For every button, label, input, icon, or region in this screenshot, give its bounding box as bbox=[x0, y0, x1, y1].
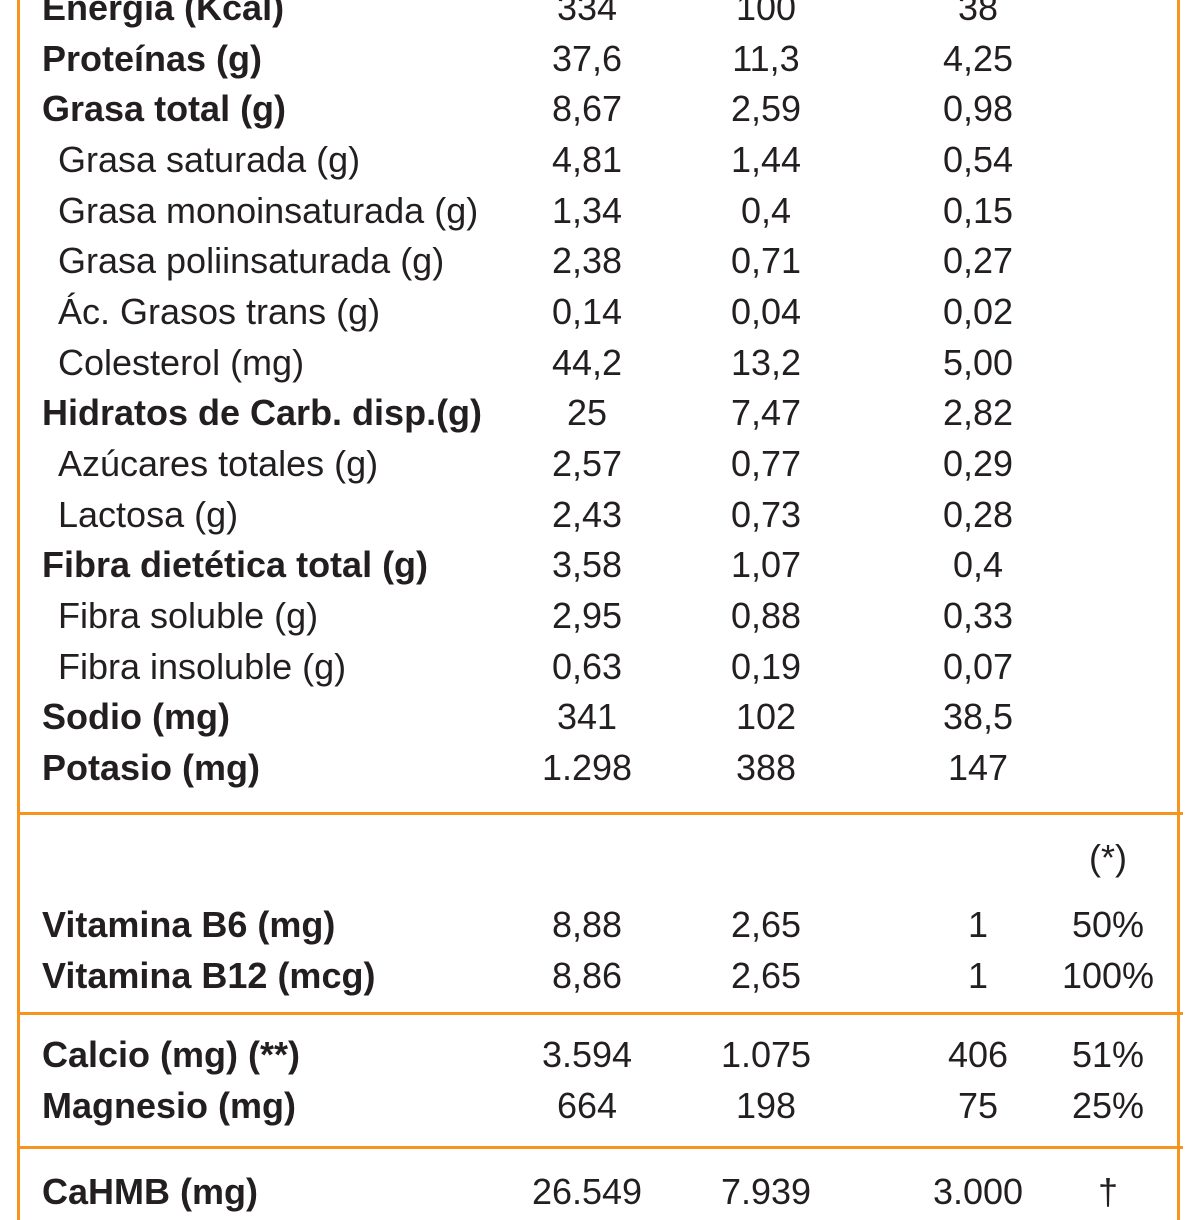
cell-value: 1.075 bbox=[720, 1034, 812, 1075]
cell-value: 13,2 bbox=[730, 341, 802, 383]
cell-value: 2,95 bbox=[551, 595, 623, 637]
cell-value: 2,65 bbox=[730, 954, 802, 996]
cell-value: 7.939 bbox=[720, 1171, 812, 1212]
cell-value: 7,47 bbox=[730, 392, 802, 434]
row-label: Hidratos de Carb. disp.(g) bbox=[42, 392, 483, 434]
cell-value: 0,15 bbox=[942, 189, 1014, 231]
cell-value: 0,73 bbox=[730, 493, 802, 535]
cell-value: 102 bbox=[735, 696, 797, 738]
cell-value: 388 bbox=[735, 747, 797, 789]
cell-value: 0,14 bbox=[551, 291, 623, 333]
cell-value: 3,58 bbox=[551, 544, 623, 586]
row-label: CaHMB (mg) bbox=[42, 1171, 258, 1212]
cell-value: 50% bbox=[1071, 904, 1145, 945]
cell-value: 1 bbox=[967, 954, 989, 996]
row-label: Potasio (mg) bbox=[42, 747, 261, 789]
cell-value: 38 bbox=[957, 0, 999, 28]
cell-value: 0,4 bbox=[740, 189, 792, 231]
row-label: Lactosa (g) bbox=[58, 493, 239, 535]
cell-value: 1.298 bbox=[541, 747, 633, 789]
table-frame bbox=[17, 0, 1180, 1220]
cell-value: 0,19 bbox=[730, 645, 802, 687]
cell-value: 0,98 bbox=[942, 88, 1014, 130]
row-label: Grasa poliinsaturada (g) bbox=[58, 240, 445, 282]
cell-value: 341 bbox=[556, 696, 618, 738]
cell-value: 0,4 bbox=[952, 544, 1004, 586]
cell-value: 25% bbox=[1071, 1084, 1145, 1126]
cell-value: 25 bbox=[566, 392, 608, 434]
cell-value: 100% bbox=[1061, 954, 1155, 996]
row-label: Grasa saturada (g) bbox=[58, 139, 361, 180]
cell-value: 4,81 bbox=[551, 139, 623, 180]
cell-value: 0,04 bbox=[730, 291, 802, 333]
divider bbox=[17, 812, 1183, 815]
column-note: (*) bbox=[1089, 837, 1127, 878]
cell-value: 2,38 bbox=[551, 240, 623, 282]
row-label: Sodio (mg) bbox=[42, 696, 230, 738]
cell-value: 37,6 bbox=[551, 37, 623, 79]
cell-value: 2,43 bbox=[551, 493, 623, 535]
row-label: Azúcares totales (g) bbox=[58, 443, 379, 485]
cell-value: 1,44 bbox=[730, 139, 802, 180]
cell-value: 664 bbox=[556, 1084, 618, 1126]
cell-value: 0,54 bbox=[942, 139, 1014, 180]
cell-value: 2,82 bbox=[942, 392, 1014, 434]
divider bbox=[17, 1146, 1183, 1149]
cell-value: 1,34 bbox=[551, 189, 623, 231]
cell-value: 0,02 bbox=[942, 291, 1014, 333]
cell-value: 75 bbox=[957, 1084, 999, 1126]
cell-value: 0,71 bbox=[730, 240, 802, 282]
cell-value: 8,88 bbox=[551, 904, 623, 945]
cell-value: 0,77 bbox=[730, 443, 802, 485]
cell-value: 0,07 bbox=[942, 645, 1014, 687]
cell-value: 2,57 bbox=[551, 443, 623, 485]
cell-value: 0,88 bbox=[730, 595, 802, 637]
row-label: Fibra insoluble (g) bbox=[58, 645, 347, 687]
cell-value: 100 bbox=[735, 0, 797, 28]
row-label: Magnesio (mg) bbox=[42, 1084, 297, 1126]
cell-value: 51% bbox=[1071, 1034, 1145, 1075]
row-label: Ác. Grasos trans (g) bbox=[58, 291, 381, 333]
cell-value: 5,00 bbox=[942, 341, 1014, 383]
cell-value: 334 bbox=[556, 0, 618, 28]
cell-value: 0,27 bbox=[942, 240, 1014, 282]
cell-value: 0,33 bbox=[942, 595, 1014, 637]
cell-value: 4,25 bbox=[942, 37, 1014, 79]
cell-value: † bbox=[1097, 1171, 1119, 1212]
cell-value: 0,63 bbox=[551, 645, 623, 687]
cell-value: 38,5 bbox=[942, 696, 1014, 738]
row-label: Proteínas (g) bbox=[42, 37, 263, 79]
row-label: Fibra dietética total (g) bbox=[42, 544, 429, 586]
cell-value: 2,65 bbox=[730, 904, 802, 945]
row-label: Vitamina B6 (mg) bbox=[42, 904, 336, 945]
row-label: Fibra soluble (g) bbox=[58, 595, 319, 637]
cell-value: 198 bbox=[735, 1084, 797, 1126]
row-label: Energía (Kcal) bbox=[42, 0, 285, 28]
row-label: Grasa total (g) bbox=[42, 88, 287, 130]
cell-value: 3.594 bbox=[541, 1034, 633, 1075]
cell-value: 11,3 bbox=[732, 37, 800, 79]
cell-value: 1 bbox=[967, 904, 989, 945]
cell-value: 8,86 bbox=[551, 954, 623, 996]
cell-value: 0,28 bbox=[942, 493, 1014, 535]
row-label: Vitamina B12 (mcg) bbox=[42, 954, 376, 996]
cell-value: 406 bbox=[947, 1034, 1009, 1075]
cell-value: 8,67 bbox=[551, 88, 623, 130]
cell-value: 1,07 bbox=[730, 544, 802, 586]
row-label: Grasa monoinsaturada (g) bbox=[58, 189, 479, 231]
row-label: Calcio (mg) (**) bbox=[42, 1034, 301, 1075]
divider bbox=[17, 1012, 1183, 1015]
cell-value: 0,29 bbox=[942, 443, 1014, 485]
cell-value: 3.000 bbox=[932, 1171, 1024, 1212]
cell-value: 44,2 bbox=[551, 341, 623, 383]
cell-value: 2,59 bbox=[730, 88, 802, 130]
cell-value: 147 bbox=[947, 747, 1009, 789]
row-label: Colesterol (mg) bbox=[58, 341, 305, 383]
cell-value: 26.549 bbox=[531, 1171, 643, 1212]
